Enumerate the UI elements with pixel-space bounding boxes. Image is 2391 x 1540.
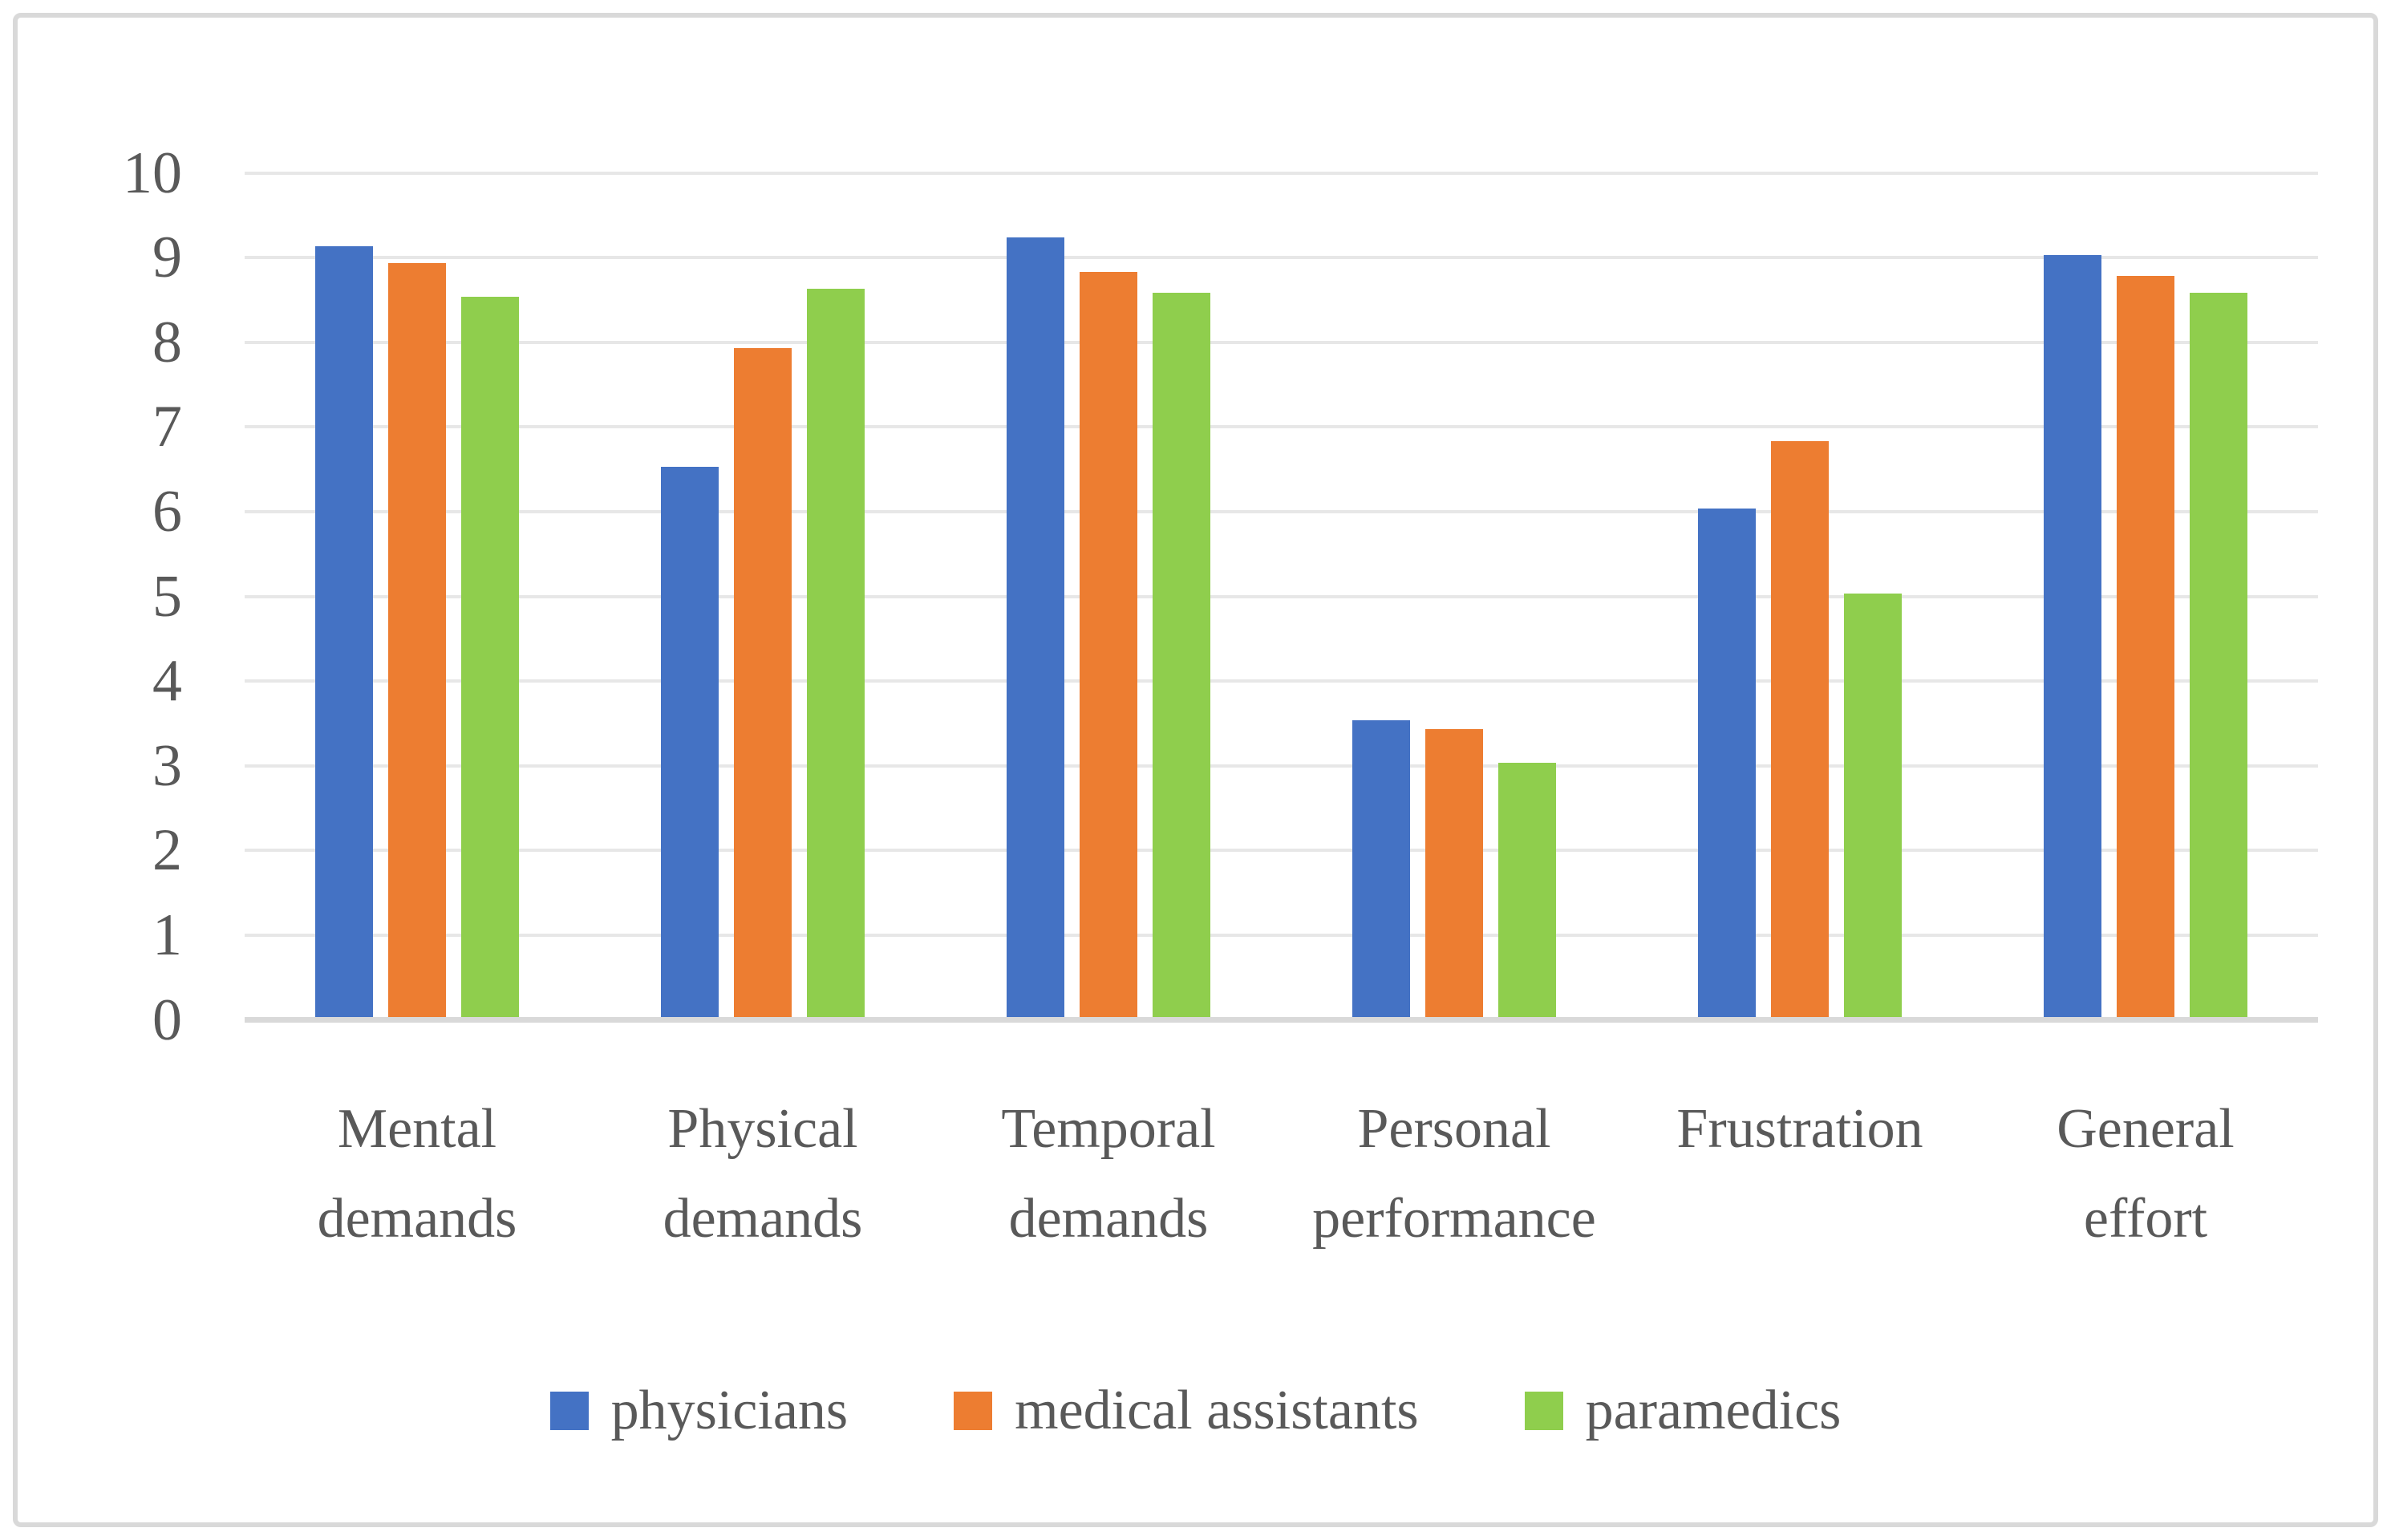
x-category-label-line: General <box>2057 1098 2235 1160</box>
bar-medical-assistants-personal-performance <box>1425 728 1483 1017</box>
bar-medical-assistants-mental-demands <box>388 263 446 1017</box>
bar-physicians-physical-demands <box>661 466 719 1017</box>
bar-medical-assistants-temporal-demands <box>1080 271 1137 1017</box>
y-tick-label-3: 3 <box>152 732 182 799</box>
bar-physicians-temporal-demands <box>1007 237 1064 1017</box>
y-tick-label-1: 1 <box>152 902 182 968</box>
y-tick-label-4: 4 <box>152 648 182 715</box>
x-category-label-line: Mental <box>337 1098 497 1160</box>
legend: physicians medical assistants paramedics <box>0 1383 2391 1439</box>
x-category-label-line: Frustration <box>1676 1098 1923 1160</box>
x-axis-baseline <box>245 1017 2318 1023</box>
gridline-4 <box>245 679 2318 683</box>
bar-paramedics-temporal-demands <box>1153 293 1210 1017</box>
legend-label-medical-assistants: medical assistants <box>1015 1380 1419 1441</box>
gridline-3 <box>245 764 2318 768</box>
gridline-2 <box>245 849 2318 853</box>
x-category-label-personal-performance: Personal performance <box>1312 1084 1596 1264</box>
x-category-label-mental-demands: Mental demands <box>318 1084 517 1264</box>
x-category-label-line: demands <box>663 1188 863 1250</box>
legend-item-medical-assistants: medical assistants <box>954 1383 1419 1439</box>
bar-physicians-personal-performance <box>1352 720 1410 1017</box>
x-category-label-line: performance <box>1312 1188 1596 1250</box>
gridline-10 <box>245 171 2318 175</box>
y-tick-label-10: 10 <box>123 140 182 206</box>
gridline-8 <box>245 340 2318 344</box>
gridline-9 <box>245 256 2318 260</box>
bar-paramedics-physical-demands <box>807 288 865 1017</box>
legend-label-paramedics: paramedics <box>1585 1380 1842 1441</box>
y-tick-label-0: 0 <box>152 987 182 1053</box>
x-category-label-general-effort: General effort <box>2057 1084 2235 1264</box>
bar-paramedics-frustration <box>1844 594 1902 1017</box>
x-category-label-line: Physical <box>667 1098 858 1160</box>
x-category-label-line: Temporal <box>1001 1098 1216 1160</box>
x-category-label-physical-demands: Physical demands <box>663 1084 863 1264</box>
x-category-label-line: effort <box>2083 1188 2208 1250</box>
legend-swatch-paramedics <box>1524 1392 1563 1430</box>
y-tick-label-8: 8 <box>152 309 182 375</box>
y-tick-label-9: 9 <box>152 225 182 291</box>
legend-swatch-physicians <box>549 1392 589 1430</box>
x-category-label-temporal-demands: Temporal demands <box>1001 1084 1215 1264</box>
bar-medical-assistants-general-effort <box>2117 276 2174 1017</box>
x-category-label-line: demands <box>1008 1188 1209 1250</box>
y-tick-label-5: 5 <box>152 563 182 630</box>
legend-label-physicians: physicians <box>610 1380 849 1441</box>
legend-item-physicians: physicians <box>549 1380 849 1441</box>
legend-item-paramedics: paramedics <box>1524 1380 1842 1441</box>
gridline-6 <box>245 509 2318 513</box>
x-category-label-line: Personal <box>1357 1098 1551 1160</box>
bar-physicians-mental-demands <box>315 246 373 1017</box>
gridline-7 <box>245 425 2318 429</box>
x-category-label-frustration: Frustration <box>1676 1084 1923 1174</box>
bar-physicians-general-effort <box>2044 254 2101 1017</box>
bar-medical-assistants-frustration <box>1771 440 1829 1017</box>
bar-paramedics-general-effort <box>2190 293 2247 1017</box>
y-tick-label-2: 2 <box>152 817 182 884</box>
legend-swatch-medical-assistants <box>954 1392 993 1430</box>
bar-paramedics-mental-demands <box>461 297 519 1017</box>
bar-medical-assistants-physical-demands <box>734 347 792 1017</box>
x-category-label-line: demands <box>317 1188 517 1250</box>
y-tick-label-6: 6 <box>152 478 182 545</box>
figure-border <box>13 13 2378 1527</box>
gridline-1 <box>245 933 2318 937</box>
bar-physicians-frustration <box>1698 509 1756 1017</box>
bar-paramedics-personal-performance <box>1498 763 1556 1017</box>
y-tick-label-7: 7 <box>152 394 182 460</box>
gridline-5 <box>245 594 2318 598</box>
